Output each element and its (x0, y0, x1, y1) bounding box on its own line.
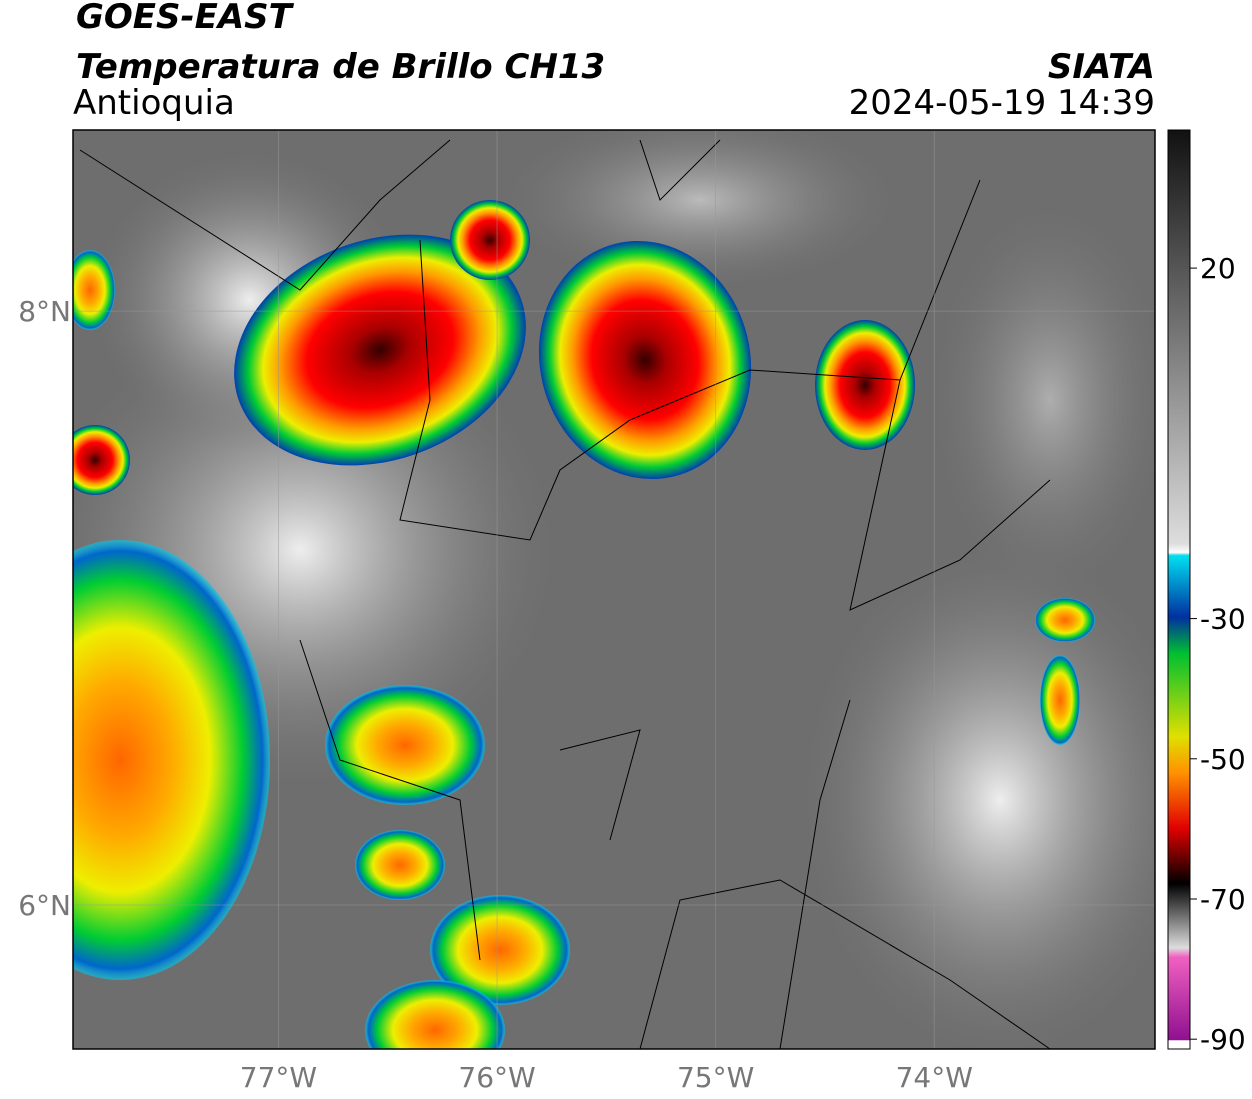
map-frame (72, 129, 1156, 1050)
colorbar-tick-label: 20 (1200, 252, 1236, 285)
datetime: 2024-05-19 14:39 (849, 83, 1155, 123)
lon-label: 76°W (458, 1061, 535, 1094)
graticule: 8°N 6°N 77°W 76°W 75°W 74°W (18, 130, 1155, 1094)
subtitle: Temperatura de Brillo CH13 (76, 47, 605, 87)
colorbar (1167, 129, 1191, 1050)
colorbar-tick-label: -50 (1200, 743, 1246, 776)
lat-label: 8°N (18, 295, 71, 328)
colorbar-tick-label: -30 (1200, 603, 1246, 636)
lat-label: 6°N (18, 889, 71, 922)
colorbar-tick-label: -90 (1200, 1023, 1246, 1056)
lon-label: 75°W (677, 1061, 754, 1094)
satellite-image (73, 130, 1155, 1049)
lon-label: 77°W (240, 1061, 317, 1094)
source: SIATA (1048, 47, 1155, 87)
title: GOES-EAST (76, 0, 295, 37)
colorbar-ticks: 20 -30 -50 -70 -90 (1190, 252, 1246, 1056)
lon-label: 74°W (896, 1061, 973, 1094)
region: Antioquia (73, 83, 235, 123)
colorbar-tick-label: -70 (1200, 883, 1246, 916)
